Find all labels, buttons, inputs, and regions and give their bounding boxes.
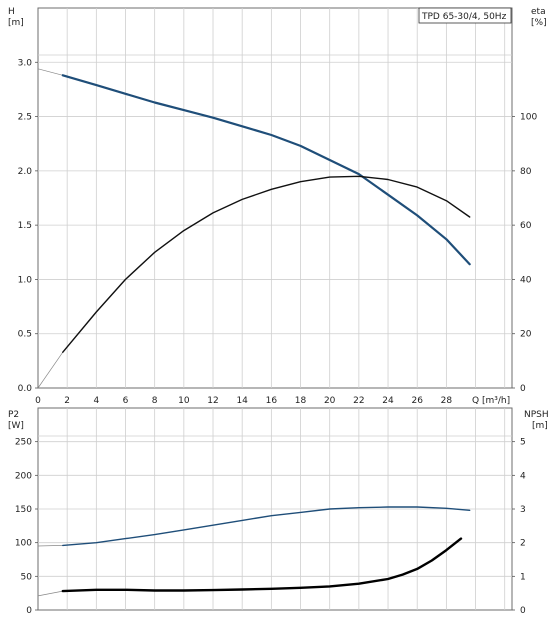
left-tick-label: 100: [15, 539, 32, 549]
x-tick-label: 16: [266, 396, 278, 406]
p2-axis-unit: [W]: [8, 421, 24, 431]
right-tick-label: 4: [520, 471, 526, 481]
x-tick-label: 20: [324, 396, 336, 406]
left-tick-label: 200: [15, 471, 32, 481]
chart-title: TPD 65-30/4, 50Hz: [421, 12, 507, 22]
x-tick-label: 0: [35, 396, 41, 406]
x-tick-label: 12: [207, 396, 218, 406]
q-axis-ticks: 0 2 4 6 8 10 12 14 16 18 20 22 24 26 28: [35, 396, 452, 406]
x-tick-label: 8: [152, 396, 158, 406]
left-tick-label: 0.5: [18, 330, 32, 340]
p2-axis-ticks: 0 50 100 150 200 250: [15, 438, 38, 616]
left-tick-label: 1.5: [18, 221, 32, 231]
x-tick-label: 2: [64, 396, 70, 406]
series-line-p2: [62, 506, 471, 547]
top-grid: [38, 8, 512, 388]
x-tick-label: 26: [411, 396, 423, 406]
right-tick-label: 1: [520, 572, 526, 582]
x-tick-label: 6: [123, 396, 129, 406]
left-tick-label: 0: [26, 606, 32, 616]
x-tick-label: 18: [295, 396, 307, 406]
x-tick-label: 24: [382, 396, 394, 406]
top-plot-frame: [37, 7, 513, 389]
right-tick-label: 100: [520, 113, 537, 123]
right-tick-label: 0: [520, 606, 526, 616]
left-tick-label: 2.5: [18, 113, 32, 123]
left-tick-label: 0.0: [18, 384, 33, 394]
x-tick-label: 4: [93, 396, 99, 406]
npsh-axis-ticks: 0 1 2 3 4 5: [512, 438, 526, 616]
series-line-npsh: [61, 537, 463, 593]
right-tick-label: 3: [520, 505, 526, 515]
title-box: [418, 7, 512, 24]
head-axis-unit: [m]: [8, 18, 24, 28]
npsh-axis-label: NPSH: [524, 410, 549, 420]
right-tick-label: 80: [520, 167, 532, 177]
left-tick-label: 150: [15, 505, 32, 515]
curve-extension: [37, 545, 63, 547]
series-line-eta: [62, 175, 471, 353]
eta-axis-unit: [%]: [531, 18, 547, 28]
x-tick-label: 10: [178, 396, 190, 406]
curve-extension: [37, 351, 64, 389]
left-tick-label: 250: [15, 438, 32, 448]
power-npsh-panel: 0 50 100 150 200 250 0 1 2 3 4 5 P2 [W] NPSH [m]: [8, 407, 549, 616]
left-tick-label: 50: [21, 572, 33, 582]
eta-axis-ticks: 0 20 40 60 80 100: [512, 113, 537, 394]
right-tick-label: 5: [520, 438, 526, 448]
left-tick-label: 2.0: [18, 167, 33, 177]
curve-extension: [37, 68, 63, 76]
head-axis-ticks: 0.0 0.5 1.0 1.5 2.0 2.5 3.0: [18, 58, 38, 394]
left-tick-label: 3.0: [18, 58, 33, 68]
right-tick-label: 0: [520, 384, 526, 394]
top-curves: [37, 68, 471, 389]
p2-axis-label: P2: [8, 410, 19, 420]
series-line-h: [61, 74, 471, 266]
x-tick-label: 22: [353, 396, 364, 406]
npsh-axis-unit: [m]: [532, 421, 548, 431]
x-tick-label: 14: [236, 396, 248, 406]
right-tick-label: 20: [520, 330, 532, 340]
right-tick-label: 2: [520, 539, 526, 549]
curve-extension: [37, 590, 63, 597]
eta-axis-label: eta: [531, 7, 546, 17]
x-tick-label: 28: [441, 396, 453, 406]
head-axis-label: H: [8, 7, 15, 17]
right-tick-label: 60: [520, 221, 532, 231]
bottom-curves: [37, 506, 471, 597]
q-axis-label: Q [m³/h]: [472, 396, 510, 406]
left-tick-label: 1.0: [18, 275, 33, 285]
right-tick-label: 40: [520, 275, 532, 285]
